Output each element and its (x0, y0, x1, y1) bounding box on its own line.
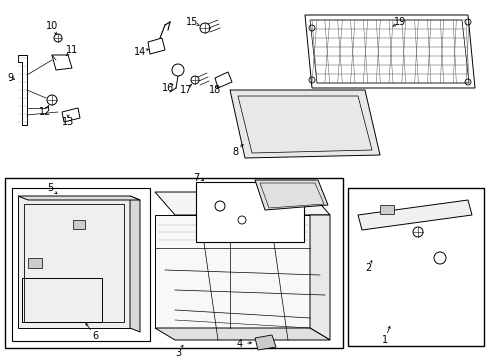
Text: 10: 10 (46, 21, 58, 31)
Polygon shape (155, 192, 329, 215)
Bar (379, 205, 393, 214)
Polygon shape (309, 20, 468, 83)
Text: 2: 2 (364, 263, 370, 273)
Bar (28, 258, 42, 268)
Text: 18: 18 (208, 85, 221, 95)
Bar (24, 204, 124, 322)
Text: 14: 14 (134, 47, 146, 57)
Text: 3: 3 (175, 348, 181, 358)
Text: 1: 1 (381, 335, 387, 345)
Polygon shape (18, 196, 130, 328)
Polygon shape (130, 196, 140, 332)
Bar (5, 178, 342, 348)
Text: 16: 16 (162, 83, 174, 93)
Polygon shape (155, 328, 329, 340)
Polygon shape (309, 215, 329, 340)
Text: 12: 12 (39, 107, 51, 117)
Polygon shape (305, 15, 474, 88)
Polygon shape (254, 180, 327, 210)
Text: 19: 19 (393, 17, 406, 27)
Text: 7: 7 (192, 173, 199, 183)
Polygon shape (155, 215, 309, 328)
Text: 15: 15 (185, 17, 198, 27)
Polygon shape (229, 90, 379, 158)
Bar (12, 188, 150, 341)
Bar (347, 188, 483, 346)
Text: 4: 4 (237, 339, 243, 349)
Polygon shape (18, 196, 140, 200)
Text: 5: 5 (47, 183, 53, 193)
Text: 9: 9 (7, 73, 13, 83)
Text: 17: 17 (180, 85, 192, 95)
Polygon shape (357, 200, 471, 230)
Bar (73, 220, 85, 229)
Text: 13: 13 (62, 117, 74, 127)
Text: 11: 11 (66, 45, 78, 55)
Text: 8: 8 (231, 147, 238, 157)
Bar (22, 278, 102, 322)
Bar (196, 182, 304, 242)
Text: 6: 6 (92, 331, 98, 341)
Polygon shape (254, 335, 275, 350)
